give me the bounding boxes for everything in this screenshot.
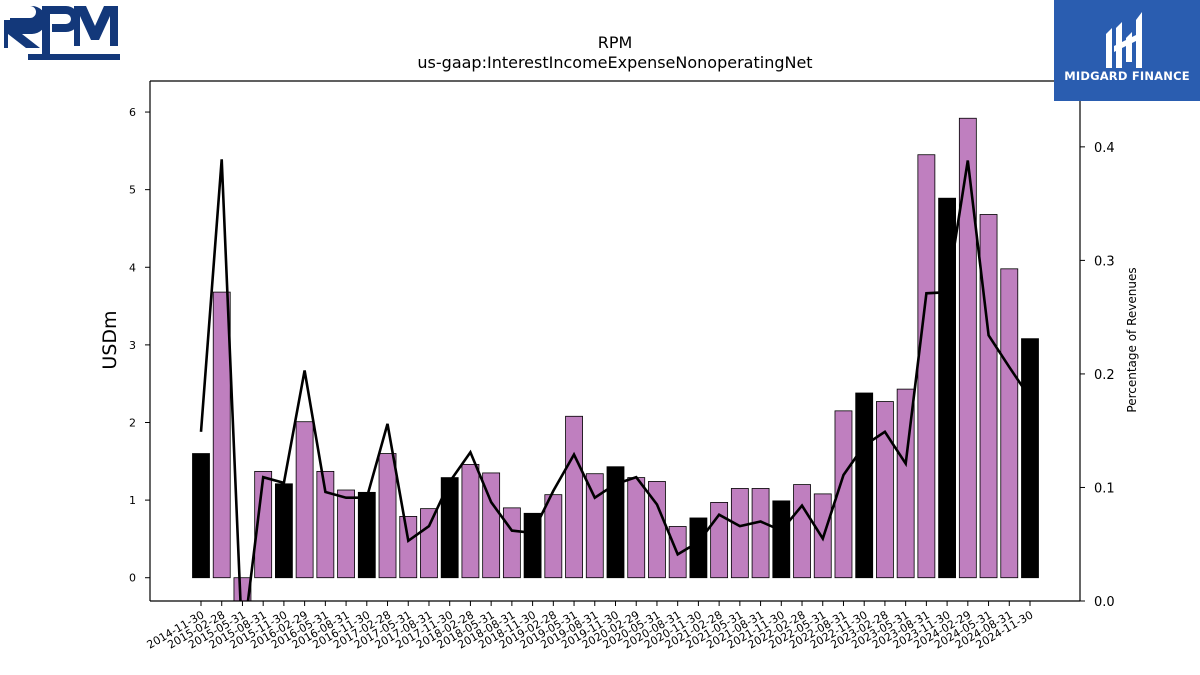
bar (337, 489, 355, 579)
chart-title: RPM (598, 33, 633, 52)
bar (295, 421, 314, 579)
bar (958, 117, 977, 579)
bar (1000, 268, 1019, 579)
y-tick-label: 4 (129, 261, 136, 274)
y2-tick-label: 0.3 (1094, 254, 1115, 269)
revenue-pct-line (199, 159, 1032, 601)
bar (1021, 338, 1039, 579)
y-tick-label: 5 (129, 184, 136, 197)
bar (627, 477, 646, 579)
midgard-logo-text: MIDGARD FINANCE (1064, 69, 1190, 83)
bar (917, 154, 936, 579)
y-tick-label: 0 (129, 572, 136, 585)
y-tick-label: 3 (129, 339, 136, 352)
bar (357, 491, 376, 579)
bar (316, 470, 335, 579)
bar (751, 488, 770, 579)
line-series (199, 159, 1032, 601)
axes: 01234560.00.10.20.30.42014-11-302015-02-… (129, 80, 1115, 652)
bar (979, 214, 998, 579)
midgard-finance-logo: MIDGARD FINANCE (1054, 0, 1200, 101)
chart-subtitle: us-gaap:InterestIncomeExpenseNonoperatin… (417, 53, 812, 72)
bar-series (192, 117, 1039, 602)
bar (689, 517, 708, 579)
bar (461, 464, 480, 579)
bar (544, 494, 563, 579)
bar (523, 512, 542, 579)
y2-tick-label: 0.2 (1094, 368, 1115, 383)
bar (274, 483, 293, 579)
y2-tick-label: 0.1 (1094, 481, 1115, 496)
bar (192, 453, 210, 579)
bar (440, 477, 459, 579)
bar (212, 291, 231, 579)
rpm-logo (2, 4, 122, 62)
bar (585, 473, 604, 579)
y-tick-label: 2 (129, 416, 136, 429)
bar (420, 508, 438, 579)
bar (730, 488, 749, 579)
y-axis-label: USDm (99, 310, 121, 369)
y2-tick-label: 0.4 (1094, 141, 1115, 156)
bar (482, 472, 501, 579)
midgard-emblem-icon (1106, 12, 1142, 68)
y2-tick-label: 0.0 (1094, 595, 1115, 610)
bar (876, 401, 894, 579)
bar (855, 392, 874, 579)
bar (502, 507, 521, 579)
bar (399, 516, 418, 579)
y-tick-label: 1 (129, 494, 136, 507)
bar (834, 410, 853, 579)
bar (793, 484, 811, 579)
bar (378, 453, 397, 579)
bar (606, 466, 625, 579)
bar (772, 500, 791, 579)
y2-axis-label: Percentage of Revenues (1125, 267, 1139, 412)
y-tick-label: 6 (129, 106, 136, 119)
bar (254, 470, 273, 579)
bar (648, 481, 666, 579)
bar (565, 415, 583, 579)
